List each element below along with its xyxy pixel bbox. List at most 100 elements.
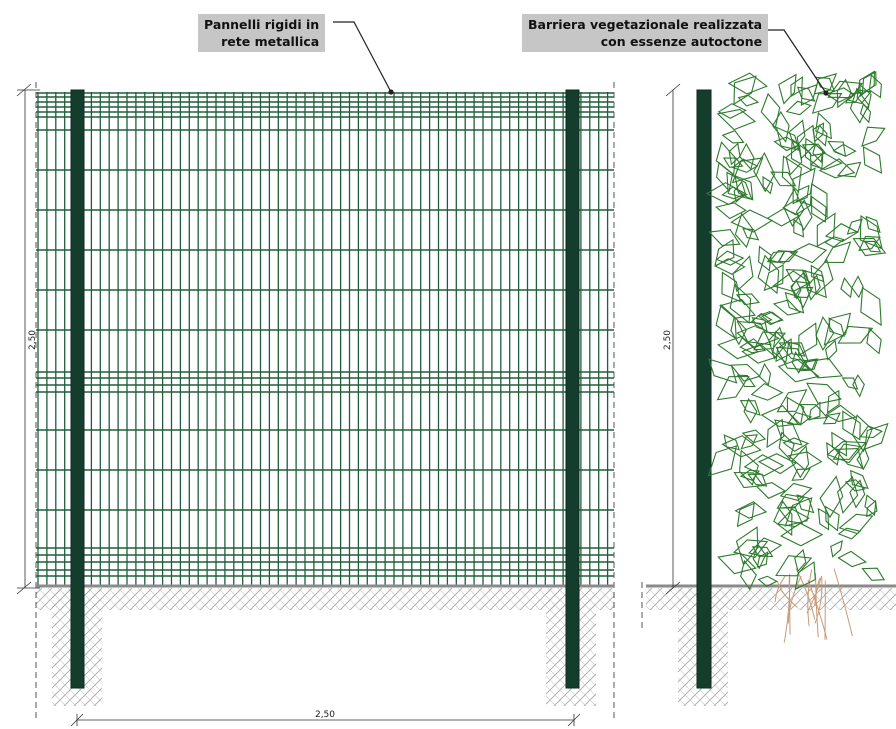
hedge-leaf (787, 451, 823, 471)
hedge-leaf (776, 493, 805, 509)
hedge-leaf (716, 161, 734, 193)
hedge-leaf (777, 359, 820, 383)
hedge-leaf (770, 171, 797, 187)
hedge-leaf (785, 269, 811, 284)
hedge-leaf (815, 124, 828, 147)
hedge-leaf (739, 469, 761, 482)
hedge-leaf (792, 167, 816, 205)
hedge-leaf (863, 422, 889, 451)
hedge-leaf (844, 479, 866, 492)
hedge-leaf (774, 419, 803, 446)
hedge-leaf (722, 157, 744, 168)
hedge-leaf (707, 445, 738, 477)
hedge-leaf (760, 311, 784, 325)
dimension-height-right-label: 2,50 (663, 330, 673, 350)
hedge-leaf (742, 228, 760, 241)
dimension-height-left-label: 2,50 (28, 330, 38, 350)
hedge-root (807, 579, 828, 640)
hedge-leaf (796, 86, 816, 102)
hedge-leaf (747, 473, 768, 487)
mesh-panel (36, 92, 614, 586)
hedge-leaf (856, 83, 872, 111)
hedge-root (777, 581, 798, 608)
hedge-leaf (766, 418, 785, 449)
hedge-leaf (809, 183, 828, 219)
hedge-leaf (715, 303, 737, 340)
hedge-leaf (837, 527, 862, 540)
hedge-leaf (868, 74, 882, 99)
callout-mesh-panel: Pannelli rigidi in rete metallica (198, 14, 326, 52)
hedge-leaf (714, 238, 735, 267)
hedge-leaf (860, 286, 882, 327)
hedge-leaf (763, 264, 784, 292)
hedge-leaf (743, 397, 758, 424)
hedge-leaf (852, 374, 865, 398)
hedge-leaf (799, 403, 829, 420)
hedge-leaf (705, 182, 748, 206)
dimension-width (70, 713, 581, 727)
hedge-leaf (790, 279, 802, 300)
hedge-leaf (750, 382, 784, 401)
hedge-leaf (859, 425, 884, 439)
hedge-leaf (788, 119, 806, 150)
hedge-roots (774, 568, 853, 643)
hedge-leaf (751, 316, 768, 332)
hedge-leaf (778, 73, 797, 105)
hedge-leaf (716, 375, 750, 401)
dimension-width-label: 2,50 (315, 710, 335, 720)
hedge-leaf (837, 161, 862, 178)
hedge-leaf (838, 513, 874, 535)
hedge-leaf (753, 151, 776, 193)
hedge-leaf (832, 443, 861, 460)
hedge-leaf (778, 431, 795, 461)
hedge-leaf (723, 434, 740, 451)
hedge-root (814, 578, 821, 607)
hedge-leaf (740, 559, 757, 591)
hedge-leaf (707, 358, 738, 384)
hedge-leaf (791, 468, 811, 481)
hedge-leaf (775, 338, 793, 363)
callout-hedge: Barriera vegetazionale realizzata con es… (522, 14, 769, 52)
hedge-leaf (739, 400, 761, 416)
hedge-leaf (811, 93, 843, 114)
hedge-leaves (705, 70, 889, 591)
hedge-leaf (753, 331, 787, 351)
hedge-leaf (793, 218, 805, 238)
hedge-leaf (828, 317, 846, 337)
hedge-leaf (717, 103, 747, 119)
hedge-leaf (841, 377, 859, 390)
hedge-leaf (781, 155, 802, 193)
callout-hedge-line1: Barriera vegetazionale realizzata (528, 17, 763, 32)
hedge-leaf (808, 401, 821, 421)
hedge-root (787, 575, 802, 624)
callout-hedge-line2: con essenze autoctone (600, 34, 763, 49)
hedge-leaf (726, 171, 753, 201)
hedge-leaf (780, 522, 824, 547)
hedge-leaf (796, 494, 815, 514)
hedge-leaf (769, 250, 797, 264)
hedge-leaf (790, 76, 804, 98)
hedge-leaf (810, 264, 825, 283)
hedge-root (774, 575, 786, 603)
hedge-leaf (826, 441, 841, 466)
hedge-leaf (772, 299, 801, 316)
hedge-leaf (756, 551, 769, 568)
hedge-leaf (735, 526, 759, 566)
hedge-leaf (740, 434, 758, 450)
hedge-leaf (815, 316, 835, 352)
hedge-leaf (850, 469, 869, 490)
hedge-leaf (755, 482, 787, 499)
hedge-leaf (836, 475, 859, 514)
hedge-leaf (760, 92, 781, 129)
hedge-leaf (743, 454, 785, 477)
hedge-leaf (734, 212, 754, 249)
hedge-leaf (837, 550, 867, 568)
hedge-leaf (776, 389, 808, 413)
hedge-leaf (823, 312, 852, 346)
hedge-leaf (717, 336, 760, 360)
hedge-leaf (812, 143, 824, 164)
hedge-leaf (840, 277, 853, 299)
hedge-leaf (805, 382, 842, 405)
hedge-leaf (737, 94, 760, 107)
